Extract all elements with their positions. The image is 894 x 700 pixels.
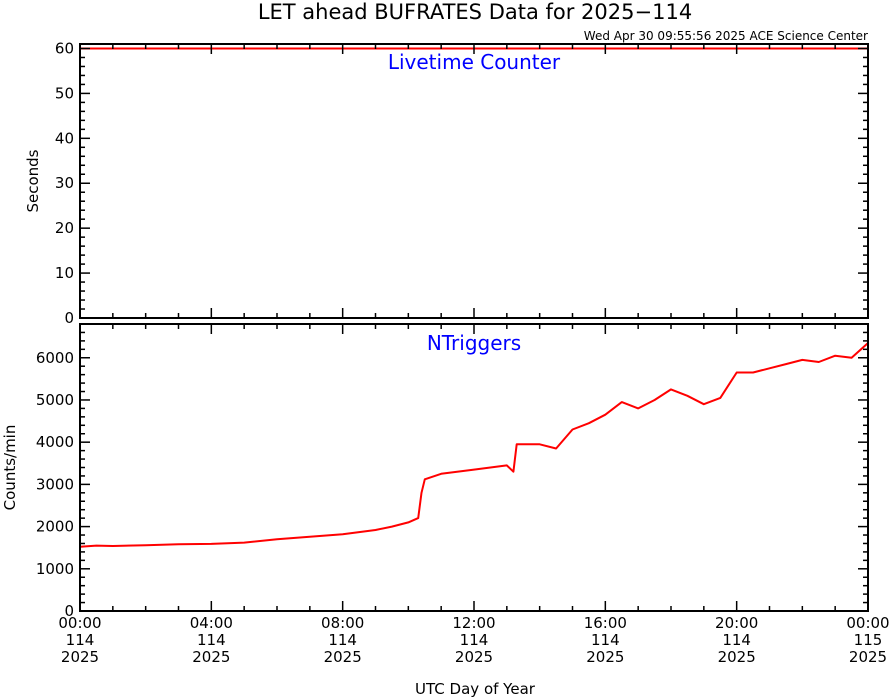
- ntriggers-y-tick-label: 1000: [36, 560, 74, 578]
- x-tick-year-label: 2025: [586, 648, 624, 666]
- x-tick-time-label: 12:00: [452, 614, 495, 632]
- ntriggers-panel: 0 1000 2000 3000 4000 5000 6000 NTriggers Counts…: [1, 323, 869, 620]
- x-tick-time-label: 08:00: [321, 614, 364, 632]
- x-tick-year-label: 2025: [849, 648, 887, 666]
- x-tick-year-label: 2025: [61, 648, 99, 666]
- livetime-y-tick-label: 10: [55, 264, 74, 282]
- ntriggers-y-tick-label: 0: [64, 602, 74, 620]
- livetime-y-tick-label: 0: [64, 309, 74, 327]
- ntriggers-y-tick-label: 4000: [36, 433, 74, 451]
- x-tick-doy-label: 114: [722, 631, 751, 649]
- x-tick-doy-label: 114: [66, 631, 95, 649]
- x-tick-doy-label: 115: [854, 631, 883, 649]
- chart-title: LET ahead BUFRATES Data for 2025−114: [258, 0, 692, 24]
- livetime-y-tick-label: 40: [55, 129, 74, 147]
- x-tick-time-label: 20:00: [715, 614, 758, 632]
- timestamp-label: Wed Apr 30 09:55:56 2025 ACE Science Cen…: [584, 29, 868, 43]
- livetime-y-axis-label: Seconds: [24, 149, 42, 212]
- x-tick-time-label: 00:00: [846, 614, 889, 632]
- ntriggers-panel-title: NTriggers: [427, 331, 521, 355]
- livetime-plot-frame: [79, 43, 869, 319]
- x-tick-year-label: 2025: [324, 648, 362, 666]
- x-axis-ticks: 00:00114202504:00114202508:00114202512:0…: [58, 614, 889, 666]
- x-tick-doy-label: 114: [197, 631, 226, 649]
- x-tick-doy-label: 114: [591, 631, 620, 649]
- livetime-y-tick-label: 50: [55, 84, 74, 102]
- livetime-y-tick-label: 20: [55, 219, 74, 237]
- ntriggers-plot-frame: [79, 323, 869, 612]
- livetime-panel-title: Livetime Counter: [388, 50, 561, 74]
- x-tick-time-label: 00:00: [58, 614, 101, 632]
- livetime-panel: 0 10 20 30 40 50 60 Livetime Counter Seconds: [24, 39, 869, 327]
- ntriggers-y-tick-label: 5000: [36, 391, 74, 409]
- x-tick-year-label: 2025: [192, 648, 230, 666]
- ntriggers-y-tick-label: 3000: [36, 475, 74, 493]
- livetime-y-tick-label: 60: [55, 39, 74, 57]
- ntriggers-y-axis-label: Counts/min: [1, 425, 19, 511]
- livetime-y-tick-label: 30: [55, 174, 74, 192]
- x-axis-label: UTC Day of Year: [415, 680, 536, 698]
- x-tick-time-label: 16:00: [584, 614, 627, 632]
- x-tick-year-label: 2025: [718, 648, 756, 666]
- x-tick-time-label: 04:00: [190, 614, 233, 632]
- x-tick-doy-label: 114: [460, 631, 489, 649]
- x-tick-doy-label: 114: [328, 631, 357, 649]
- ntriggers-y-tick-label: 2000: [36, 518, 74, 536]
- ntriggers-y-tick-label: 6000: [36, 349, 74, 367]
- x-tick-year-label: 2025: [455, 648, 493, 666]
- ntriggers-series-line: [79, 342, 869, 548]
